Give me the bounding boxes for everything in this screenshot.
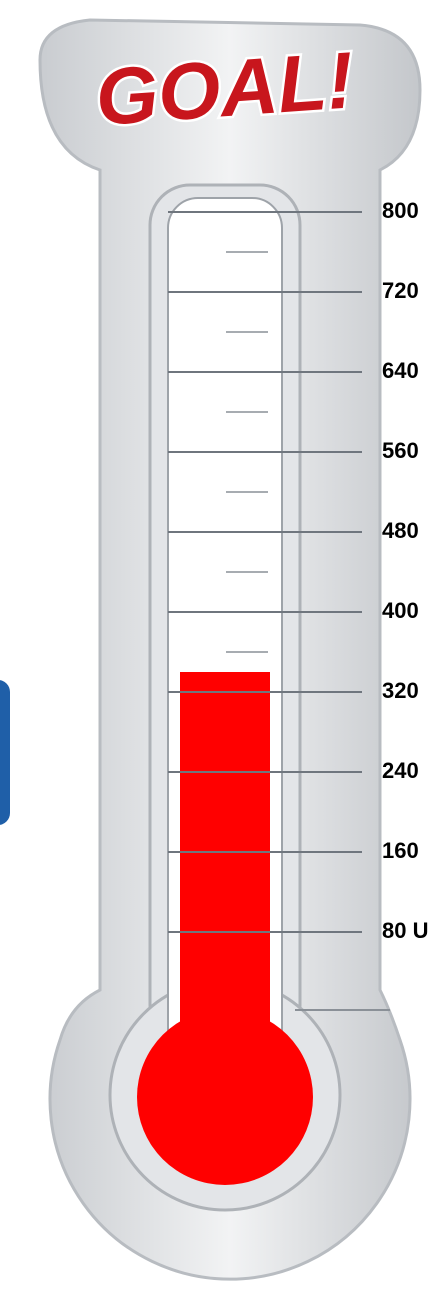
- tick-label: 560: [382, 438, 419, 463]
- side-element: [0, 680, 10, 825]
- tick-label: 240: [382, 758, 419, 783]
- tick-label: 800: [382, 198, 419, 223]
- mercury-bulb: [137, 1009, 313, 1185]
- tick-label: 720: [382, 278, 419, 303]
- tick-label: 160: [382, 838, 419, 863]
- tick-label: 320: [382, 678, 419, 703]
- chart: 800 720 640 560 480 400 320 240 160 80 U GOAL!: [0, 0, 443, 1307]
- tick-label: 400: [382, 598, 419, 623]
- mercury: [180, 672, 270, 1060]
- chart-title: GOAL!: [93, 35, 356, 142]
- page: 80072064056048040032024016080 U GOAL! ((…: [0, 0, 443, 1307]
- tick-label: 640: [382, 358, 419, 383]
- tick-label: 480: [382, 518, 419, 543]
- tick-label: 80 U: [382, 918, 428, 943]
